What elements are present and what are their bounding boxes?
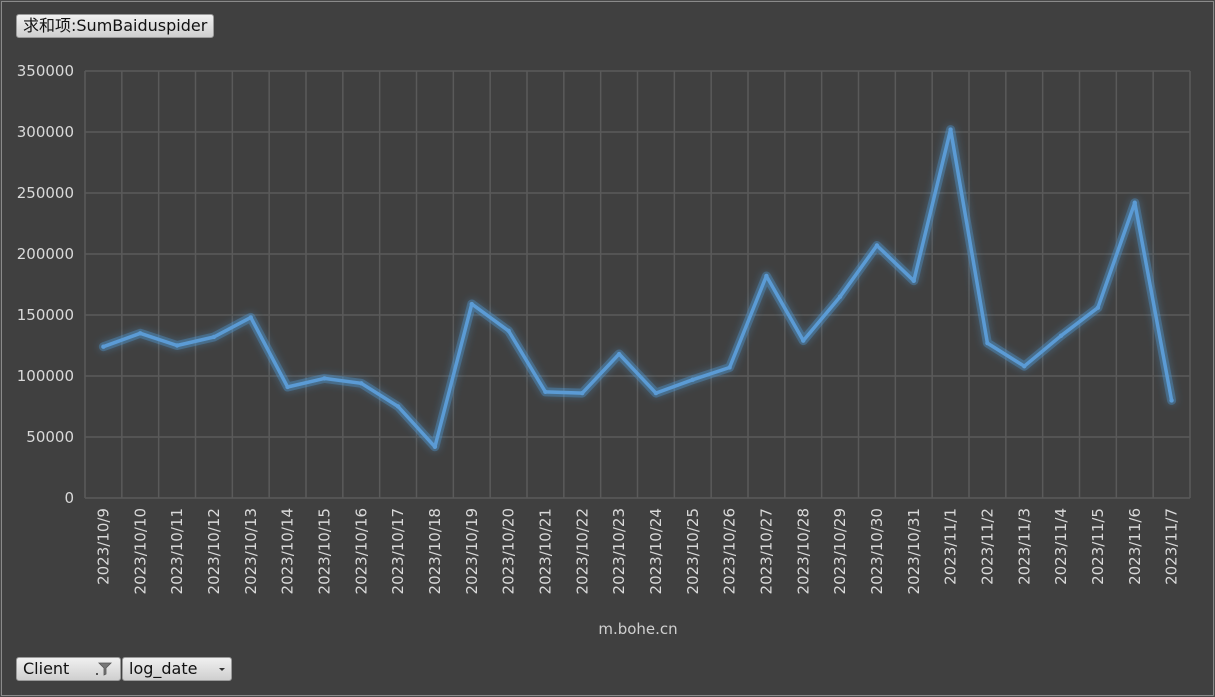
grid — [84, 70, 1191, 499]
data-point — [1132, 200, 1137, 205]
x-tick-label: 2023/11/3 — [1015, 508, 1033, 585]
y-tick-label: 300000 — [17, 123, 74, 141]
data-point — [764, 273, 769, 279]
x-tick-label: 2023/10/16 — [352, 508, 370, 594]
data-point — [1095, 305, 1101, 310]
x-tick-label: 2023/10/15 — [315, 508, 333, 594]
x-tick-label: 2023/10/10 — [131, 508, 149, 594]
x-tick-label: 2023/10/26 — [721, 508, 739, 594]
data-point — [359, 381, 364, 386]
data-point — [653, 390, 659, 396]
log-date-label: log_date — [129, 659, 198, 678]
data-point — [101, 344, 106, 349]
y-tick-label: 350000 — [17, 62, 74, 80]
client-filter-label: Client — [23, 659, 70, 678]
x-tick-label: 2023/10/14 — [279, 508, 297, 594]
y-tick-label: 150000 — [17, 306, 74, 324]
client-filter-button[interactable]: Client — [16, 657, 121, 681]
x-tick-label: 2023/10/11 — [168, 508, 186, 594]
value-field-label: 求和项:SumBaiduspider — [23, 16, 208, 35]
data-point — [727, 365, 732, 370]
data-point — [138, 331, 143, 336]
x-axis-labels: 2023/10/9 2023/10/10 2023/10/11 2023/10/12 2… — [94, 508, 1180, 594]
data-point — [1058, 333, 1064, 338]
y-tick-label: 0 — [64, 489, 74, 507]
filter-icon — [96, 661, 116, 677]
x-tick-label: 2023/10/29 — [831, 508, 849, 594]
x-tick-label: 2023/10/22 — [573, 508, 591, 594]
x-tick-label: 2023/10/24 — [647, 508, 665, 594]
data-point — [874, 243, 880, 248]
x-tick-label: 2023/10/19 — [463, 508, 481, 594]
data-point — [469, 301, 474, 307]
x-tick-label: 2023/11/1 — [942, 508, 960, 585]
series-layer — [98, 125, 1177, 452]
y-tick-label: 100000 — [17, 367, 74, 385]
x-tick-label: 2023/10/30 — [868, 508, 886, 594]
data-point — [1169, 398, 1174, 403]
data-point — [395, 404, 401, 409]
x-tick-label: 2023/10/20 — [500, 508, 518, 594]
x-tick-label: 2023/10/25 — [684, 508, 702, 594]
value-field-button[interactable]: 求和项:SumBaiduspider — [16, 14, 215, 38]
x-tick-label: 2023/10/17 — [389, 508, 407, 594]
x-axis-title: m.bohe.cn — [598, 620, 677, 638]
x-tick-label: 2023/10/28 — [794, 508, 812, 594]
data-point — [580, 390, 585, 396]
data-point — [911, 278, 916, 284]
x-tick-label: 2023/10/12 — [205, 508, 223, 594]
data-point — [801, 338, 806, 343]
x-tick-label: 2023/10/27 — [757, 508, 775, 594]
y-tick-label: 250000 — [17, 184, 74, 202]
series-line — [101, 127, 1174, 449]
x-tick-label: 2023/11/2 — [978, 508, 996, 585]
data-point — [616, 351, 622, 357]
data-point — [837, 294, 843, 299]
data-point — [322, 376, 327, 381]
data-point — [948, 127, 953, 132]
data-point — [690, 377, 695, 382]
x-tick-label: 2023/10/23 — [610, 508, 628, 594]
data-point — [248, 315, 253, 320]
y-tick-label: 200000 — [17, 245, 74, 263]
data-point — [506, 328, 511, 334]
data-point — [285, 384, 290, 390]
x-tick-label: 2023/11/5 — [1089, 508, 1107, 585]
y-axis-labels: 0 50000 100000 150000 200000 250000 300000 3500… — [17, 62, 74, 507]
dropdown-arrow-icon — [217, 664, 227, 674]
x-tick-label: 2023/10/21 — [536, 508, 554, 594]
log-date-field-button[interactable]: log_date — [122, 657, 232, 681]
y-tick-label: 50000 — [26, 428, 74, 446]
data-point — [1022, 364, 1027, 369]
x-tick-label: 2023/11/7 — [1163, 508, 1181, 585]
data-point — [211, 334, 217, 340]
x-tick-label: 2023/10/13 — [242, 508, 260, 594]
data-point — [985, 340, 990, 346]
x-tick-label: 2023/10/31 — [905, 508, 923, 594]
data-point — [432, 444, 438, 449]
data-point — [174, 343, 180, 348]
x-tick-label: 2023/11/6 — [1126, 508, 1144, 585]
x-tick-label: 2023/10/18 — [426, 508, 444, 594]
x-tick-label: 2023/10/9 — [94, 508, 112, 585]
x-tick-label: 2023/11/4 — [1052, 508, 1070, 585]
data-point — [543, 389, 548, 395]
